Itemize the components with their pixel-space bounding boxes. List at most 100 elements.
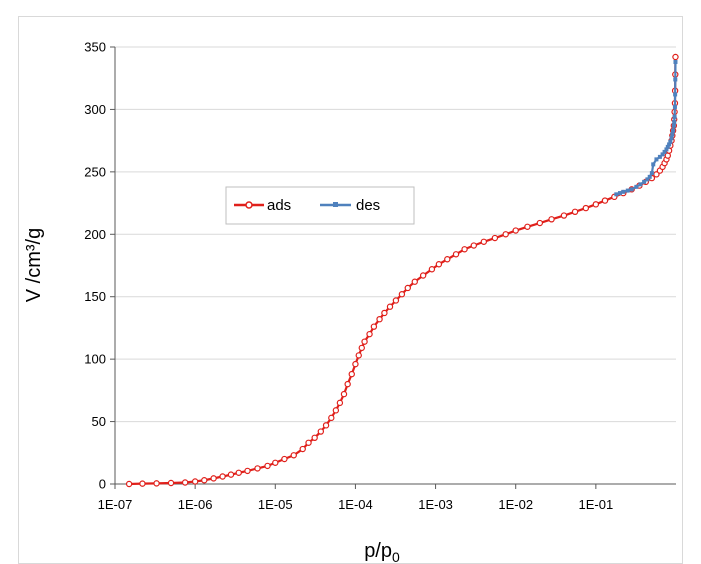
data-point: [235, 469, 242, 476]
data-point: [649, 171, 654, 176]
data-point: [670, 132, 675, 137]
tick-labels: 0 50 100 150 200 250 300 350 1E-07 1E-06 1E-05 1E-0…: [84, 40, 613, 513]
x-tick-label: 1E-06: [178, 497, 213, 512]
data-point: [355, 352, 362, 359]
data-point: [435, 261, 443, 268]
data-point: [452, 251, 460, 258]
data-point: [524, 223, 531, 230]
data-point: [254, 465, 261, 472]
data-point: [592, 201, 600, 208]
data-point: [491, 234, 499, 242]
data-point: [625, 188, 630, 193]
data-point: [348, 370, 355, 378]
data-point: [281, 455, 288, 463]
data-point: [671, 128, 676, 133]
data-point: [376, 315, 383, 323]
data-point: [272, 459, 279, 466]
data-point: [621, 189, 626, 194]
data-point: [264, 462, 271, 470]
data-point: [361, 338, 368, 345]
series-layer: [125, 53, 679, 488]
y-tick-label: 0: [99, 477, 106, 492]
data-point: [654, 157, 659, 162]
data-point: [428, 266, 436, 273]
data-point: [665, 144, 670, 149]
data-point: [672, 53, 679, 61]
data-point: [381, 309, 388, 317]
data-point: [322, 422, 330, 429]
data-point: [219, 473, 226, 480]
data-point: [651, 162, 656, 167]
y-tick-label: 250: [84, 164, 106, 179]
x-tick-label: 1E-05: [258, 497, 293, 512]
data-point: [672, 104, 677, 109]
data-point: [647, 174, 652, 179]
data-point: [139, 480, 146, 487]
data-point: [227, 471, 235, 478]
legend-ads-marker: [245, 201, 253, 209]
legend: ads des: [225, 186, 415, 225]
data-point: [582, 204, 590, 212]
data-point: [299, 445, 306, 453]
data-point: [419, 272, 427, 279]
data-point: [673, 59, 678, 64]
data-point: [336, 399, 344, 407]
data-point: [671, 123, 676, 128]
legend-des-label: des: [356, 197, 380, 214]
data-point: [167, 479, 175, 487]
data-point: [332, 407, 340, 414]
y-tick-label: 100: [84, 352, 106, 367]
data-point: [340, 390, 348, 398]
data-point: [667, 142, 672, 147]
data-point: [672, 114, 677, 119]
data-point: [571, 208, 579, 216]
gridlines: [115, 46, 676, 423]
data-point: [352, 360, 359, 368]
data-point: [181, 479, 189, 486]
data-point: [638, 182, 643, 187]
x-tick-label: 1E-04: [338, 497, 373, 512]
data-point: [125, 480, 133, 488]
y-axis-title: V /cm³/g: [23, 228, 45, 302]
data-point: [244, 467, 251, 475]
data-point: [444, 256, 451, 263]
x-axis-title-main: p/p: [364, 540, 392, 562]
data-point: [344, 380, 351, 388]
data-point: [392, 297, 400, 304]
data-point: [210, 475, 217, 482]
y-tick-label: 50: [92, 414, 106, 429]
data-point: [660, 152, 665, 157]
data-point: [672, 119, 677, 124]
data-point: [480, 238, 488, 245]
data-point: [366, 330, 373, 338]
data-point: [662, 149, 667, 154]
data-point: [617, 191, 622, 196]
data-point: [664, 147, 669, 152]
x-tick-label: 1E-03: [418, 497, 453, 512]
data-point: [601, 197, 609, 204]
data-point: [386, 303, 394, 310]
data-point: [358, 344, 365, 352]
data-point: [370, 323, 378, 330]
data-point: [614, 192, 619, 197]
legend-ads-label: ads: [267, 197, 291, 214]
x-axis-title-subscript: 0: [392, 549, 400, 564]
y-tick-label: 300: [84, 102, 106, 117]
axes: [110, 46, 676, 489]
data-point: [502, 231, 509, 238]
data-point: [560, 212, 568, 219]
x-axis-title: p/p0: [364, 540, 400, 564]
data-point: [328, 414, 335, 422]
data-point: [657, 154, 662, 159]
y-tick-label: 350: [84, 40, 106, 55]
data-point: [629, 187, 634, 192]
data-point: [470, 242, 478, 249]
x-tick-label: 1E-02: [498, 497, 533, 512]
data-point: [536, 219, 544, 227]
data-point: [404, 284, 411, 292]
data-point: [634, 184, 639, 189]
data-point: [398, 291, 406, 298]
legend-des-marker: [333, 202, 338, 207]
